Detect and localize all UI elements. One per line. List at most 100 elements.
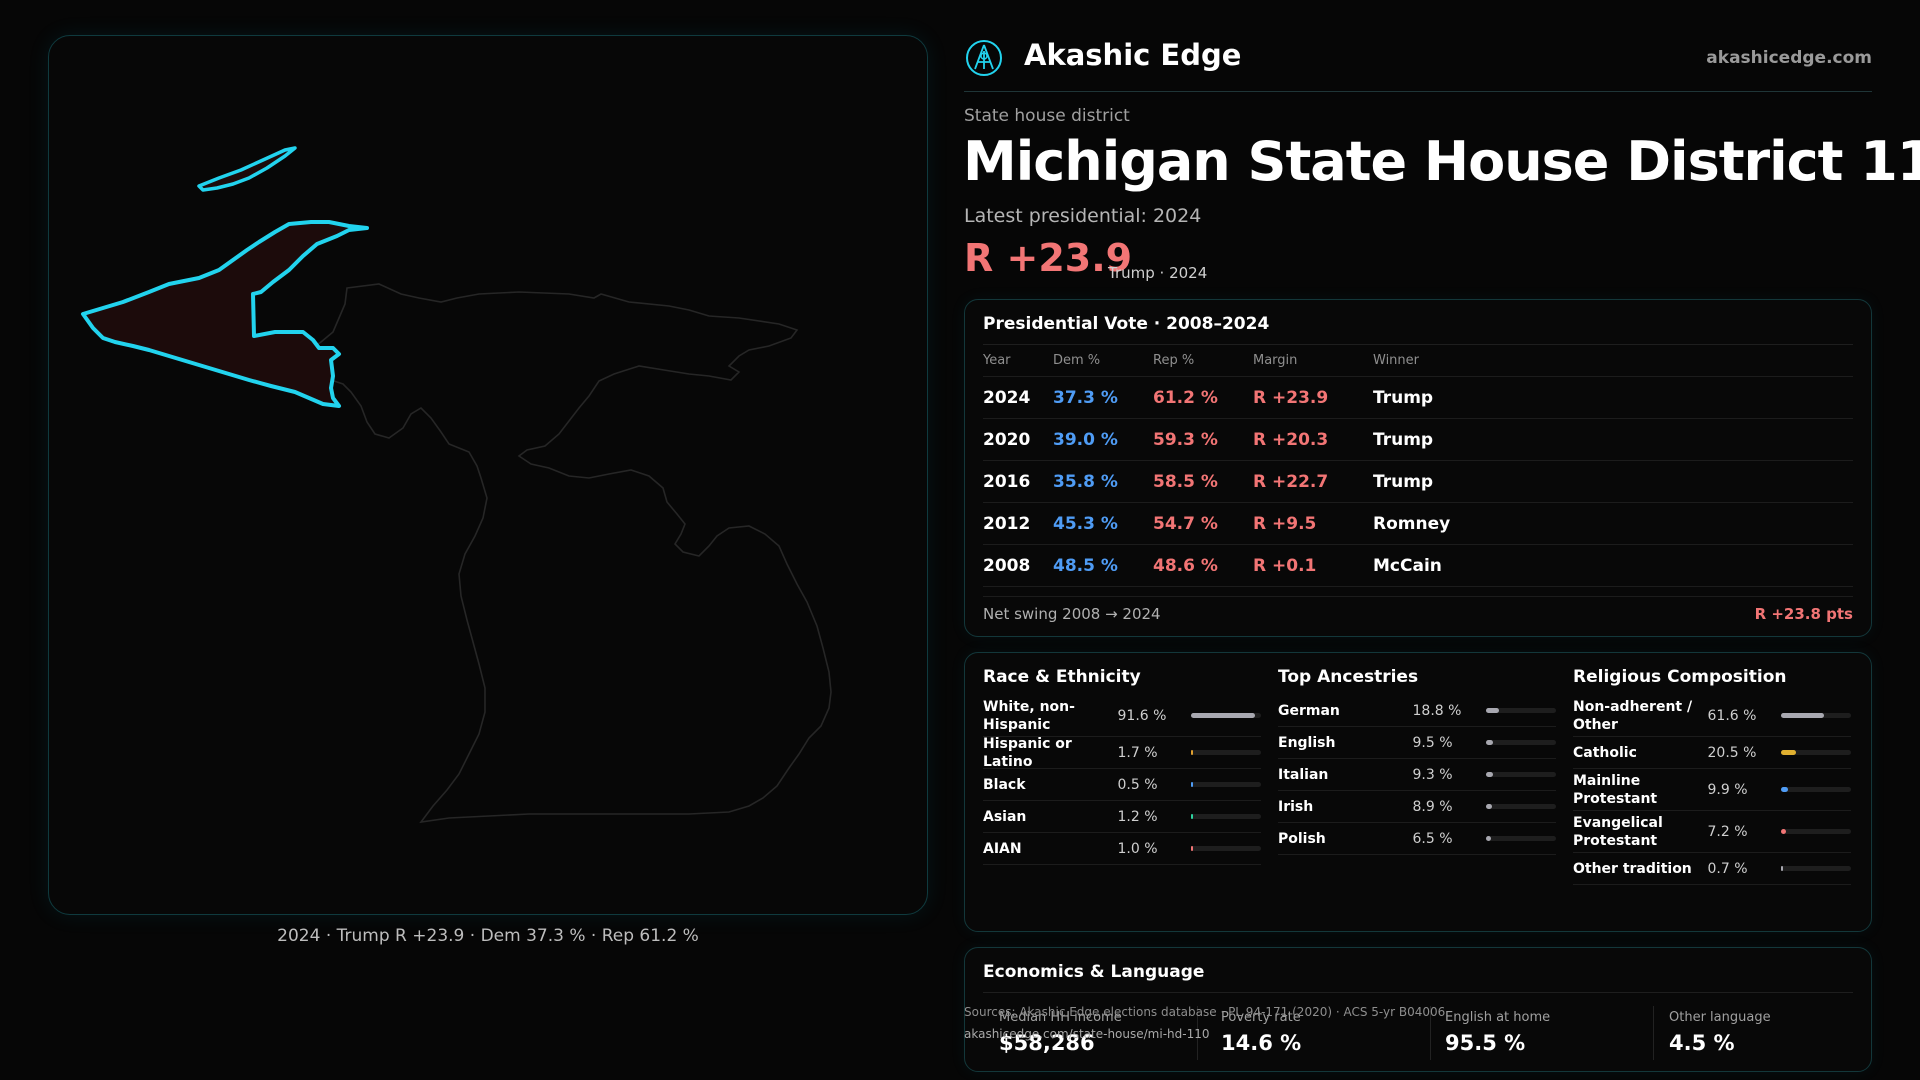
row-margin: R +23.9 — [1253, 387, 1329, 408]
econ-label: Median HH income — [999, 1010, 1122, 1025]
econ-value: 14.6 % — [1221, 1031, 1302, 1055]
religion-bar-fill — [1781, 713, 1825, 718]
race-list: White, non-Hispanic 91.6 % Hispanic or Lat… — [983, 695, 1261, 865]
race-bar — [1191, 846, 1261, 851]
row-dem: 48.5 % — [1053, 555, 1118, 576]
religion-row: Other tradition 0.7 % — [1573, 853, 1851, 885]
table-row: 2012 45.3 % 54.7 % R +9.5 Romney — [983, 503, 1853, 545]
table-row: 2024 37.3 % 61.2 % R +23.9 Trump — [983, 377, 1853, 419]
row-dem: 35.8 % — [1053, 471, 1118, 492]
ancestry-value: 8.9 % — [1412, 798, 1453, 815]
ancestry-row: Italian 9.3 % — [1278, 759, 1556, 791]
ancestry-bar — [1486, 804, 1556, 809]
race-label: AIAN — [983, 840, 1022, 857]
net-swing-label: Net swing 2008 → 2024 — [983, 605, 1161, 623]
religion-value: 61.6 % — [1707, 707, 1757, 724]
row-margin: R +0.1 — [1253, 555, 1317, 576]
religion-label: Evangelical Protestant — [1573, 814, 1663, 849]
race-bar-fill — [1191, 814, 1194, 819]
col-dem: Dem % — [1053, 353, 1101, 368]
race-bar — [1191, 782, 1261, 787]
district-map[interactable] — [48, 35, 928, 915]
row-margin: R +9.5 — [1253, 513, 1317, 534]
economics-title: Economics & Language — [983, 962, 1853, 993]
race-value: 0.5 % — [1117, 776, 1158, 793]
presidential-vote-panel: Presidential Vote · 2008–2024 Year Dem %… — [964, 299, 1872, 637]
source-note: Sources: Akashic Edge elections database… — [964, 1005, 1446, 1019]
page-title: Michigan State House District 110 — [963, 130, 1920, 193]
ancestry-value: 18.8 % — [1412, 702, 1462, 719]
row-year: 2020 — [983, 429, 1031, 450]
ancestry-list: German 18.8 % English 9.5 % Italian 9.3 % Iris… — [1278, 695, 1556, 855]
row-winner: Trump — [1373, 387, 1434, 408]
isle-royale-shape — [197, 146, 297, 192]
ancestry-label: German — [1278, 702, 1340, 719]
econ-poverty-rate: Poverty rate 14.6 % — [1221, 1010, 1301, 1055]
ancestry-bar-fill — [1486, 708, 1500, 713]
row-winner: Trump — [1373, 429, 1434, 450]
religion-row: Mainline Protestant 9.9 % — [1573, 769, 1851, 811]
latest-presidential: Latest presidential: 2024 — [964, 205, 1202, 227]
michigan-outline — [299, 283, 832, 824]
religion-bar-fill — [1781, 750, 1796, 755]
religion-bar-fill — [1781, 787, 1789, 792]
ancestry-label: English — [1278, 734, 1336, 751]
ancestry-row: Polish 6.5 % — [1278, 823, 1556, 855]
ancestry-bar — [1486, 708, 1556, 713]
religion-bar — [1781, 866, 1851, 871]
religion-bar — [1781, 713, 1851, 718]
race-bar-fill — [1191, 713, 1256, 718]
religion-value: 9.9 % — [1707, 781, 1748, 798]
race-ethnicity-section: Race & Ethnicity White, non-Hispanic 91.6… — [983, 667, 1261, 865]
race-bar — [1191, 750, 1261, 755]
econ-english-at-home: English at home 95.5 % — [1445, 1010, 1550, 1055]
row-margin: R +20.3 — [1253, 429, 1329, 450]
row-dem: 45.3 % — [1053, 513, 1118, 534]
ancestry-bar — [1486, 836, 1556, 841]
economics-panel: Economics & Language Median HH income $5… — [964, 947, 1872, 1072]
race-bar-fill — [1191, 846, 1194, 851]
econ-value: $58,286 — [999, 1031, 1095, 1055]
race-title: Race & Ethnicity — [983, 667, 1141, 687]
row-rep: 48.6 % — [1153, 555, 1218, 576]
ancestry-bar-fill — [1486, 804, 1493, 809]
race-value: 1.7 % — [1117, 744, 1158, 761]
race-row: Asian 1.2 % — [983, 801, 1261, 833]
header: Akashic Edge akashicedge.com — [964, 36, 1872, 92]
religion-label: Non-adherent / Other — [1573, 698, 1693, 733]
row-winner: Romney — [1373, 513, 1451, 534]
brand-domain-link[interactable]: akashicedge.com — [1706, 48, 1872, 68]
religion-bar — [1781, 829, 1851, 834]
row-dem: 39.0 % — [1053, 429, 1118, 450]
row-margin: R +22.7 — [1253, 471, 1329, 492]
religion-bar — [1781, 750, 1851, 755]
source-url-link[interactable]: akashicedge.com/state-house/mi-hd-110 — [964, 1027, 1210, 1041]
row-dem: 37.3 % — [1053, 387, 1118, 408]
ancestries-section: Top Ancestries German 18.8 % English 9.5 % I… — [1278, 667, 1556, 855]
race-row: Black 0.5 % — [983, 769, 1261, 801]
race-bar — [1191, 814, 1261, 819]
brand-name[interactable]: Akashic Edge — [1024, 38, 1242, 72]
econ-other-language: Other language 4.5 % — [1669, 1010, 1771, 1055]
econ-median-income: Median HH income $58,286 — [999, 1010, 1122, 1055]
race-row: White, non-Hispanic 91.6 % — [983, 695, 1261, 737]
religion-section: Religious Composition Non-adherent / Oth… — [1573, 667, 1851, 885]
col-margin: Margin — [1253, 353, 1298, 368]
row-winner: Trump — [1373, 471, 1434, 492]
race-value: 1.0 % — [1117, 840, 1158, 857]
row-rep: 59.3 % — [1153, 429, 1218, 450]
table-row: 2020 39.0 % 59.3 % R +20.3 Trump — [983, 419, 1853, 461]
district-110-shape[interactable] — [81, 220, 369, 408]
row-year: 2016 — [983, 471, 1031, 492]
religion-bar-fill — [1781, 829, 1787, 834]
row-rep: 61.2 % — [1153, 387, 1218, 408]
ancestry-bar — [1486, 772, 1556, 777]
ancestry-row: English 9.5 % — [1278, 727, 1556, 759]
headline-margin: R +23.9 — [964, 236, 1133, 280]
ancestry-value: 9.5 % — [1412, 734, 1453, 751]
row-rep: 54.7 % — [1153, 513, 1218, 534]
race-row: Hispanic or Latino 1.7 % — [983, 736, 1261, 770]
akashic-edge-logo-icon[interactable] — [964, 38, 1004, 78]
row-winner: McCain — [1373, 555, 1442, 576]
divider — [1430, 1006, 1431, 1060]
